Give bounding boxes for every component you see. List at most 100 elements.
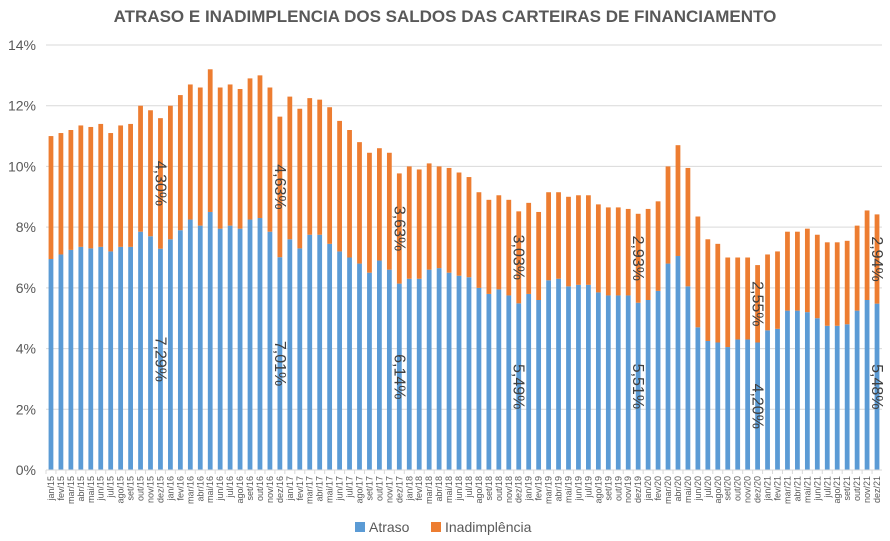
bar-atraso [88,248,94,470]
bar-atraso [237,228,243,470]
bar-atraso [576,284,581,470]
bar-atraso [386,269,392,470]
bar-atraso [257,218,263,470]
x-tick-label: out/19 [613,476,623,501]
bar-inadimplencia [695,216,701,328]
x-tick-label: nov/15 [146,476,156,503]
bar-atraso [247,219,253,470]
y-tick-label: 2% [16,401,36,417]
bar-inadimplencia [506,199,512,296]
bar-inadimplencia [735,257,741,340]
x-tick-label: jun/20 [693,476,703,502]
bar-atraso [287,239,293,470]
x-tick-label: abr/19 [554,476,564,502]
x-tick-label: mar/18 [424,476,434,504]
bar-inadimplencia [546,192,551,281]
data-label-atraso: 4,20% [749,384,766,429]
x-tick-label: jan/19 [524,476,534,502]
x-tick-label: mar/20 [663,476,673,504]
bar-atraso [456,275,462,470]
y-tick-label: 4% [16,341,36,357]
x-tick-label: out/20 [733,476,743,501]
x-tick-label: mai/19 [564,476,574,503]
bar-atraso [814,318,820,470]
bar-inadimplencia [566,196,571,287]
bar-atraso [277,257,283,470]
bar-inadimplencia [227,84,233,226]
bar-inadimplencia [665,166,671,264]
bar-atraso [755,342,760,470]
x-tick-label: dez/16 [275,476,285,503]
bar-inadimplencia [416,169,422,279]
x-tick-label: jan/21 [763,476,773,502]
bar-inadimplencia [556,192,561,279]
bar-atraso [486,293,492,470]
x-tick-label: set/18 [484,476,494,501]
bar-inadimplencia [854,225,860,311]
bar-atraso [715,342,721,470]
bar-atraso [327,243,333,470]
data-label-inadimplencia: 3,63% [390,206,407,251]
x-tick-label: set/21 [842,476,852,501]
bar-atraso [864,300,870,470]
bar-atraso [48,259,54,470]
bar-inadimplencia [187,84,193,220]
bar-inadimplencia [108,133,114,252]
bar-inadimplencia [168,105,173,240]
bars [48,69,880,470]
bar-atraso [516,303,522,470]
y-tick-label: 0% [16,462,36,478]
x-tick-label: nov/17 [384,476,394,503]
bar-atraso [834,325,840,470]
bar-inadimplencia [78,125,84,247]
bar-atraso [357,263,362,470]
x-tick-label: set/16 [245,476,255,501]
bar-inadimplencia [655,201,661,291]
x-tick-label: mar/19 [544,476,554,504]
bar-inadimplencia [765,254,770,331]
bar-inadimplencia [496,195,502,290]
bar-atraso [536,300,542,470]
bar-atraso [406,278,412,470]
bar-inadimplencia [267,87,273,232]
x-tick-label: set/19 [603,476,613,501]
bar-atraso [148,236,153,470]
bar-inadimplencia [645,208,651,300]
x-tick-label: mar/15 [66,476,76,504]
bar-inadimplencia [625,208,631,296]
x-tick-label: jul/18 [464,476,474,499]
bar-inadimplencia [775,251,780,329]
bar-inadimplencia [586,195,591,285]
bar-inadimplencia [824,242,830,326]
x-tick-label: mai/18 [444,476,454,503]
data-label-atraso: 5,49% [510,364,527,409]
x-tick-label: abr/15 [76,476,86,502]
x-tick-label: jul/21 [822,476,832,499]
x-tick-label: mai/15 [86,476,96,503]
bar-atraso [177,230,183,470]
bar-inadimplencia [217,87,223,229]
bar-atraso [227,225,233,470]
bar-inadimplencia [118,125,124,247]
bar-atraso [506,295,512,470]
bar-inadimplencia [705,239,711,341]
x-tick-label: ago/20 [713,476,723,504]
y-tick-label: 12% [8,98,36,114]
bar-inadimplencia [635,213,641,303]
bar-atraso [675,255,681,470]
x-tick-label: mai/16 [205,476,215,503]
bar-atraso [795,310,800,470]
bar-atraso [337,251,342,470]
bar-inadimplencia [795,231,800,311]
bar-inadimplencia [88,126,94,249]
bar-inadimplencia [48,136,54,260]
x-tick-label: ago/18 [474,476,484,504]
bar-atraso [396,283,402,470]
bar-atraso [556,278,561,470]
legend: Atraso Inadimplência [355,519,532,535]
bar-atraso [416,278,422,470]
x-tick-label: nov/20 [743,476,753,503]
bar-atraso [685,286,691,470]
x-tick-label: jan/18 [404,476,414,502]
